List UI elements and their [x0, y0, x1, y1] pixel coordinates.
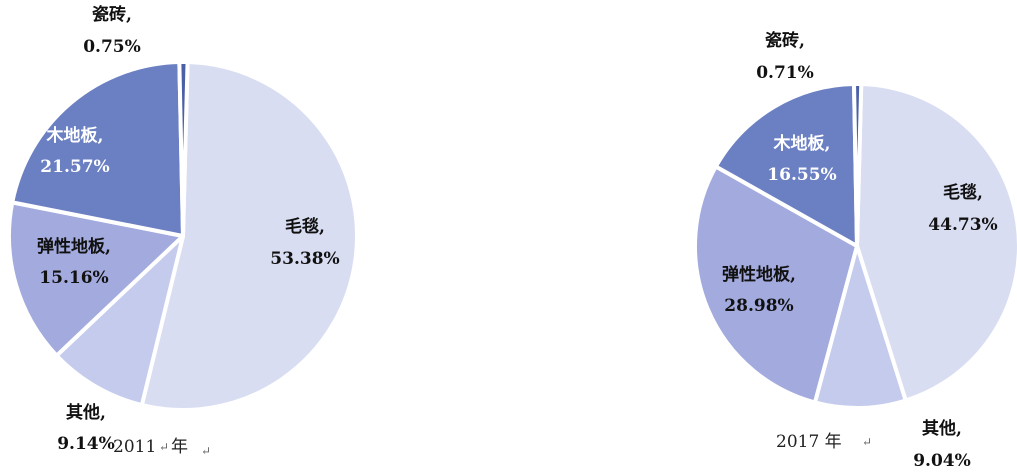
slice-label-name: 其他,: [922, 418, 962, 439]
slice-label-value: 0.75%: [83, 37, 141, 57]
pie-slice-毛毯: [855, 82, 1017, 403]
slice-label-name: 瓷砖,: [92, 4, 132, 25]
slice-label-value: 0.71%: [756, 63, 814, 83]
slice-label-name: 瓷砖,: [765, 30, 805, 51]
pie-slice-毛毯: [139, 60, 360, 412]
pie-slice-其他: [54, 234, 185, 408]
caption-2017-return-mark: ↵: [862, 435, 872, 449]
pie-slice-木地板: [713, 82, 859, 248]
caption-2017: 2017 年: [776, 432, 842, 452]
slice-label-name: 毛毯,: [943, 182, 983, 203]
pie-slice-弹性地板: [7, 200, 185, 358]
slice-label-name: 弹性地板,: [722, 264, 796, 285]
pie-chart-2017: 毛毯, 44.73% 其他, 9.04% 弹性地板, 28.98% 木地板, 16.55% 瓷砖…: [693, 30, 1017, 471]
slice-label-value: 16.55%: [767, 165, 836, 185]
slice-label-name: 木地板,: [773, 133, 831, 154]
slice-label-name: 木地板,: [46, 125, 104, 146]
slice-label-value: 28.98%: [724, 296, 793, 316]
pie-slice-瓷砖: [177, 60, 190, 238]
caption-2011-suffix: 年: [171, 437, 188, 457]
caption-2011-end-mark: ↵: [201, 444, 211, 458]
slice-label-value: 44.73%: [928, 215, 997, 235]
slice-label-value: 53.38%: [270, 249, 339, 269]
pie-slice-瓷砖: [852, 82, 864, 248]
pie-chart-2011: 毛毯, 53.38% 其他, 9.14% 弹性地板, 15.16% 木地板, 21.57% 瓷砖…: [7, 4, 360, 454]
slice-label-value: 15.16%: [39, 268, 108, 288]
slice-label-name: 其他,: [66, 402, 106, 423]
slice-label-name: 毛毯,: [285, 216, 325, 237]
slice-label-value: 9.04%: [913, 451, 971, 471]
pie-slice-弹性地板: [693, 164, 859, 405]
slice-label-value: 9.14%: [57, 434, 115, 454]
pie-slice-木地板: [10, 60, 185, 238]
slice-label-value: 21.57%: [40, 157, 109, 177]
caption-2011-return-mark: ↵: [159, 440, 169, 454]
caption-2011-year: 2011: [113, 437, 156, 457]
slice-label-name: 弹性地板,: [37, 236, 111, 257]
